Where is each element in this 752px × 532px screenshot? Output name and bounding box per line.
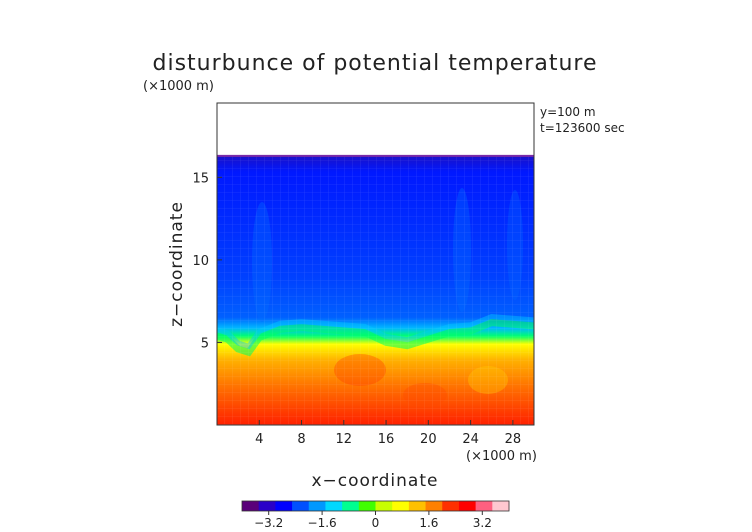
colorbar-cell	[292, 501, 310, 511]
colorbar-tick-label: 3.2	[473, 516, 492, 530]
colorbar-cell	[392, 501, 410, 511]
y-axis-label: z−coordinate	[167, 201, 187, 327]
colorbar-tick-label: 1.6	[419, 516, 438, 530]
colorbar-cell	[475, 501, 493, 511]
colorbar-cell	[425, 501, 443, 511]
colorbar-tick-label: −3.2	[254, 516, 283, 530]
colorbar-cell	[492, 501, 510, 511]
colorbar-cell	[275, 501, 293, 511]
y-ticks: 5 10 15	[192, 171, 222, 351]
y-tick-label: 5	[201, 336, 209, 351]
colorbar-cell	[375, 501, 393, 511]
colorbar-cells	[242, 501, 510, 511]
annotation-y: y=100 m	[540, 105, 596, 119]
x-ticks: 4 8 12 16 20 24 28	[255, 420, 521, 447]
x-tick-label: 16	[378, 432, 395, 447]
colorbar-tick-label: −1.6	[308, 516, 337, 530]
field-layer	[217, 103, 534, 425]
colorbar-cell	[342, 501, 360, 511]
y-tick-label: 15	[192, 171, 209, 186]
colorbar-cell	[308, 501, 326, 511]
colorbar-cell	[408, 501, 427, 511]
annotation-time: t=123600 sec	[540, 121, 625, 135]
x-tick-label: 12	[336, 432, 353, 447]
x-tick-label: 28	[505, 432, 522, 447]
colorbar-cell	[325, 501, 343, 511]
x-tick-label: 24	[462, 432, 479, 447]
x-tick-label: 4	[255, 432, 263, 447]
colorbar-cell	[458, 501, 477, 511]
colorbar: −3.2 −1.6 0 1.6 3.2	[241, 500, 510, 530]
mesh-overlay	[217, 103, 534, 425]
chart-title: disturbunce of potential temperature	[153, 51, 598, 76]
colorbar-cell	[258, 501, 276, 511]
colorbar-cell	[442, 501, 460, 511]
colorbar-tick-label: 0	[372, 516, 380, 530]
y-unit-note: (×1000 m)	[143, 79, 214, 94]
x-tick-label: 20	[420, 432, 437, 447]
colorbar-ticks: −3.2 −1.6 0 1.6 3.2	[254, 511, 492, 530]
x-unit-note: (×1000 m)	[466, 449, 537, 464]
colorbar-cell	[358, 501, 376, 511]
x-axis-label: x−coordinate	[312, 471, 439, 491]
y-tick-label: 10	[192, 254, 209, 269]
colorbar-cell	[242, 501, 260, 511]
x-tick-label: 8	[297, 432, 305, 447]
axes-frame	[216, 102, 535, 426]
